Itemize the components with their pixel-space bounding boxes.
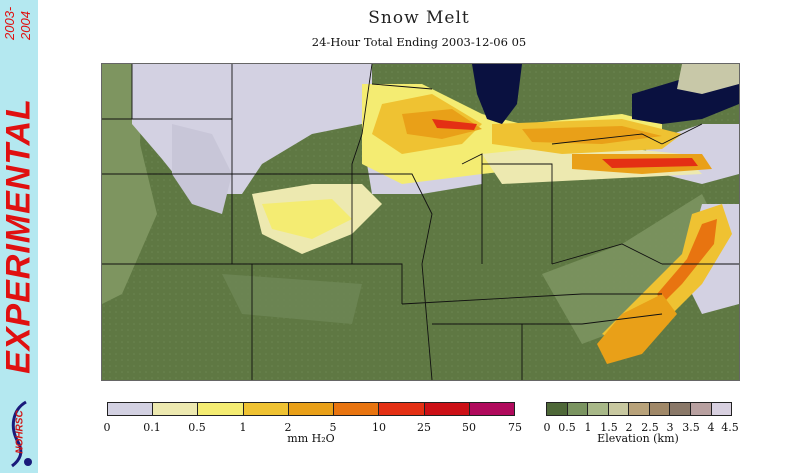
map-subtitle: 24-Hour Total Ending 2003-12-06 05: [311, 35, 527, 49]
elevation-swatch: [608, 403, 630, 415]
experimental-sidebar: 2003- 2004 EXPERIMENTAL NOHRSC: [0, 0, 38, 473]
melt-swatch: [469, 403, 514, 415]
elevation-tick: 1.5: [600, 421, 618, 434]
ozark-elevation: [222, 274, 362, 324]
melt-swatch: [108, 403, 154, 415]
ontario-land: [677, 64, 739, 94]
lake-michigan: [472, 64, 522, 124]
elevation-tick: 0.5: [558, 421, 576, 434]
melt-tick: 10: [372, 421, 386, 434]
melt-tick: 0: [103, 421, 111, 434]
elevation-color-scale: [546, 402, 732, 416]
melt-orange-michigan: [522, 126, 662, 144]
elevation-tick: 1: [584, 421, 592, 434]
elevation-swatch: [690, 403, 712, 415]
elevation-swatch: [567, 403, 589, 415]
elevation-tick: 4.5: [721, 421, 739, 434]
elevation-swatch: [649, 403, 671, 415]
elevation-swatch: [547, 403, 568, 415]
melt-swatch: [379, 403, 425, 415]
melt-swatch: [153, 403, 199, 415]
melt-tick: 1: [239, 421, 247, 434]
elevation-tick: 2: [625, 421, 633, 434]
elevation-swatch: [588, 403, 609, 415]
melt-unit-label: mm H₂O: [287, 432, 335, 445]
elevation-tick: 3: [666, 421, 674, 434]
melt-tick: 0.1: [143, 421, 161, 434]
melt-swatch: [424, 403, 470, 415]
elevation-swatch: [629, 403, 650, 415]
state-borders: [102, 64, 739, 380]
melt-tick: 75: [508, 421, 522, 434]
snow-melt-map: [101, 63, 740, 381]
map-title: Snow Melt: [368, 8, 470, 28]
melt-swatch: [243, 403, 289, 415]
elevation-tick: 4: [707, 421, 715, 434]
elevation-swatch: [670, 403, 691, 415]
logo-text: NOHRSC: [14, 410, 26, 454]
season-years: 2003- 2004: [2, 0, 36, 62]
melt-orange-carolinas: [597, 294, 677, 364]
snowpack-lakes: [172, 124, 232, 214]
melt-yellow-plains: [262, 199, 352, 239]
melt-tick: 0.5: [188, 421, 206, 434]
melt-orange-appalachians: [657, 219, 717, 304]
elevation-unit-label: Elevation (km): [597, 432, 679, 445]
melt-tick: 2: [284, 421, 292, 434]
years-bottom: 2004: [18, 11, 33, 40]
years-top: 2003-: [2, 6, 17, 40]
appalachian-elevation: [542, 194, 722, 344]
melt-tick: 50: [462, 421, 476, 434]
melt-red-illinois: [432, 119, 477, 130]
elevation-tick: 2.5: [641, 421, 659, 434]
melt-red-ohio: [602, 158, 698, 168]
high-plains-elevation: [102, 64, 157, 304]
melt-color-scale: [107, 402, 515, 416]
melt-swatch: [334, 403, 380, 415]
melt-tick: 25: [417, 421, 431, 434]
experimental-banner: EXPERIMENTAL: [0, 98, 38, 374]
melt-swatch: [198, 403, 244, 415]
elevation-swatch: [711, 403, 732, 415]
elevation-tick: 3.5: [682, 421, 700, 434]
nohrsc-logo: NOHRSC: [4, 398, 36, 470]
elevation-tick: 0: [543, 421, 551, 434]
nohrsc-logo-mark: [11, 400, 32, 468]
map-canvas: [102, 64, 739, 380]
melt-tick: 5: [329, 421, 337, 434]
melt-swatch: [288, 403, 335, 415]
